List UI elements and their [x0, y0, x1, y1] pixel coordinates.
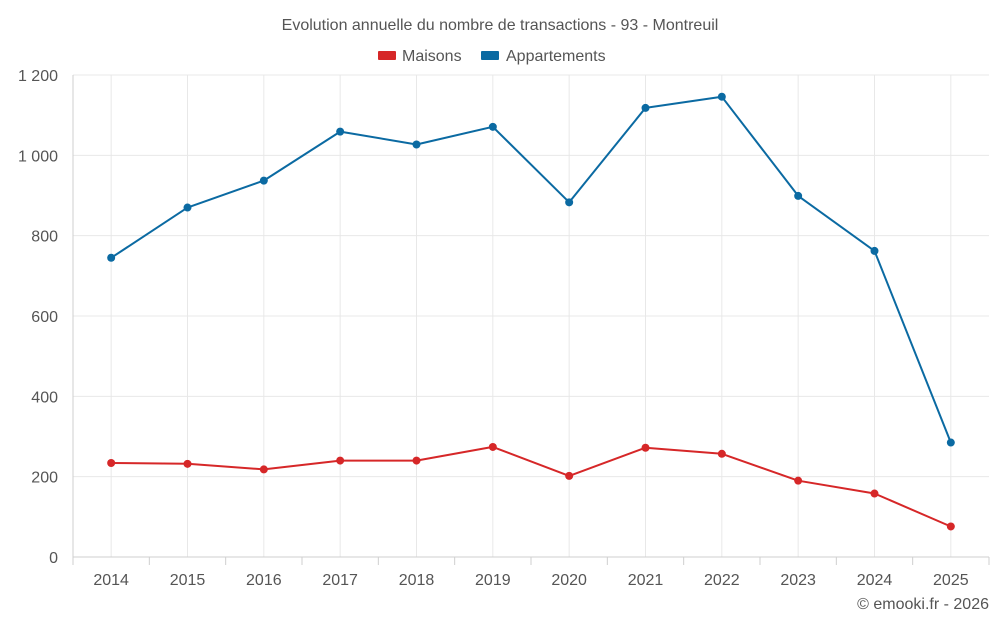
data-point-maisons[interactable] — [794, 476, 803, 485]
legend-item-maisons[interactable]: Maisons — [378, 48, 462, 65]
data-point-appartements[interactable] — [412, 140, 421, 149]
data-point-maisons[interactable] — [488, 442, 497, 451]
data-point-maisons[interactable] — [336, 456, 345, 465]
data-point-maisons[interactable] — [641, 443, 650, 452]
legend-swatch-appartements — [481, 51, 499, 60]
chart-title: Evolution annuelle du nombre de transact… — [282, 17, 719, 34]
data-point-appartements[interactable] — [794, 191, 803, 200]
data-point-appartements[interactable] — [946, 438, 955, 447]
x-tick-label: 2021 — [628, 572, 664, 589]
y-tick-label: 1 200 — [18, 68, 58, 85]
x-tick-label: 2025 — [933, 572, 969, 589]
credit-text: © emooki.fr - 2026 — [857, 596, 989, 613]
data-point-appartements[interactable] — [259, 176, 268, 185]
data-point-maisons[interactable] — [946, 522, 955, 531]
y-axis: 0 200 400 600 800 1 000 1 200 — [18, 68, 74, 567]
data-point-appartements[interactable] — [183, 203, 192, 212]
y-tick-label: 600 — [31, 309, 58, 326]
x-tick-label: 2016 — [246, 572, 282, 589]
data-point-maisons[interactable] — [565, 471, 574, 480]
legend[interactable]: Maisons Appartements — [378, 48, 606, 65]
series-lines — [107, 92, 955, 531]
data-point-maisons[interactable] — [412, 456, 421, 465]
x-tick-label: 2020 — [551, 572, 587, 589]
y-tick-label: 0 — [49, 550, 58, 567]
series-line-appartements — [110, 95, 952, 443]
x-tick-label: 2023 — [780, 572, 816, 589]
data-point-appartements[interactable] — [488, 122, 497, 131]
legend-swatch-maisons — [378, 51, 396, 60]
x-tick-label: 2018 — [399, 572, 435, 589]
y-tick-label: 800 — [31, 229, 58, 246]
data-point-appartements[interactable] — [717, 92, 726, 101]
x-tick-label: 2015 — [170, 572, 206, 589]
legend-item-appartements[interactable]: Appartements — [481, 48, 606, 65]
data-point-appartements[interactable] — [641, 103, 650, 112]
legend-label-appartements: Appartements — [506, 48, 606, 65]
data-point-appartements[interactable] — [107, 253, 116, 262]
y-tick-label: 400 — [31, 389, 58, 406]
data-point-appartements[interactable] — [336, 127, 345, 136]
data-point-appartements[interactable] — [870, 246, 879, 255]
data-point-maisons[interactable] — [183, 459, 192, 468]
legend-label-maisons: Maisons — [402, 48, 462, 65]
data-point-maisons[interactable] — [107, 459, 116, 468]
x-tick-label: 2022 — [704, 572, 740, 589]
data-point-maisons[interactable] — [259, 465, 268, 474]
x-tick-label: 2017 — [322, 572, 358, 589]
x-tick-label: 2024 — [857, 572, 893, 589]
data-point-appartements[interactable] — [565, 198, 574, 207]
data-point-maisons[interactable] — [870, 489, 879, 498]
x-axis: 2014 2015 2016 2017 2018 2019 2020 2021 2022 2023… — [72, 556, 990, 589]
y-tick-label: 200 — [31, 470, 58, 487]
y-tick-label: 1 000 — [18, 148, 58, 165]
x-tick-label: 2019 — [475, 572, 511, 589]
gridlines — [73, 74, 989, 557]
series-line-maisons — [111, 445, 952, 528]
x-tick-label: 2014 — [93, 572, 129, 589]
data-point-maisons[interactable] — [717, 449, 726, 458]
